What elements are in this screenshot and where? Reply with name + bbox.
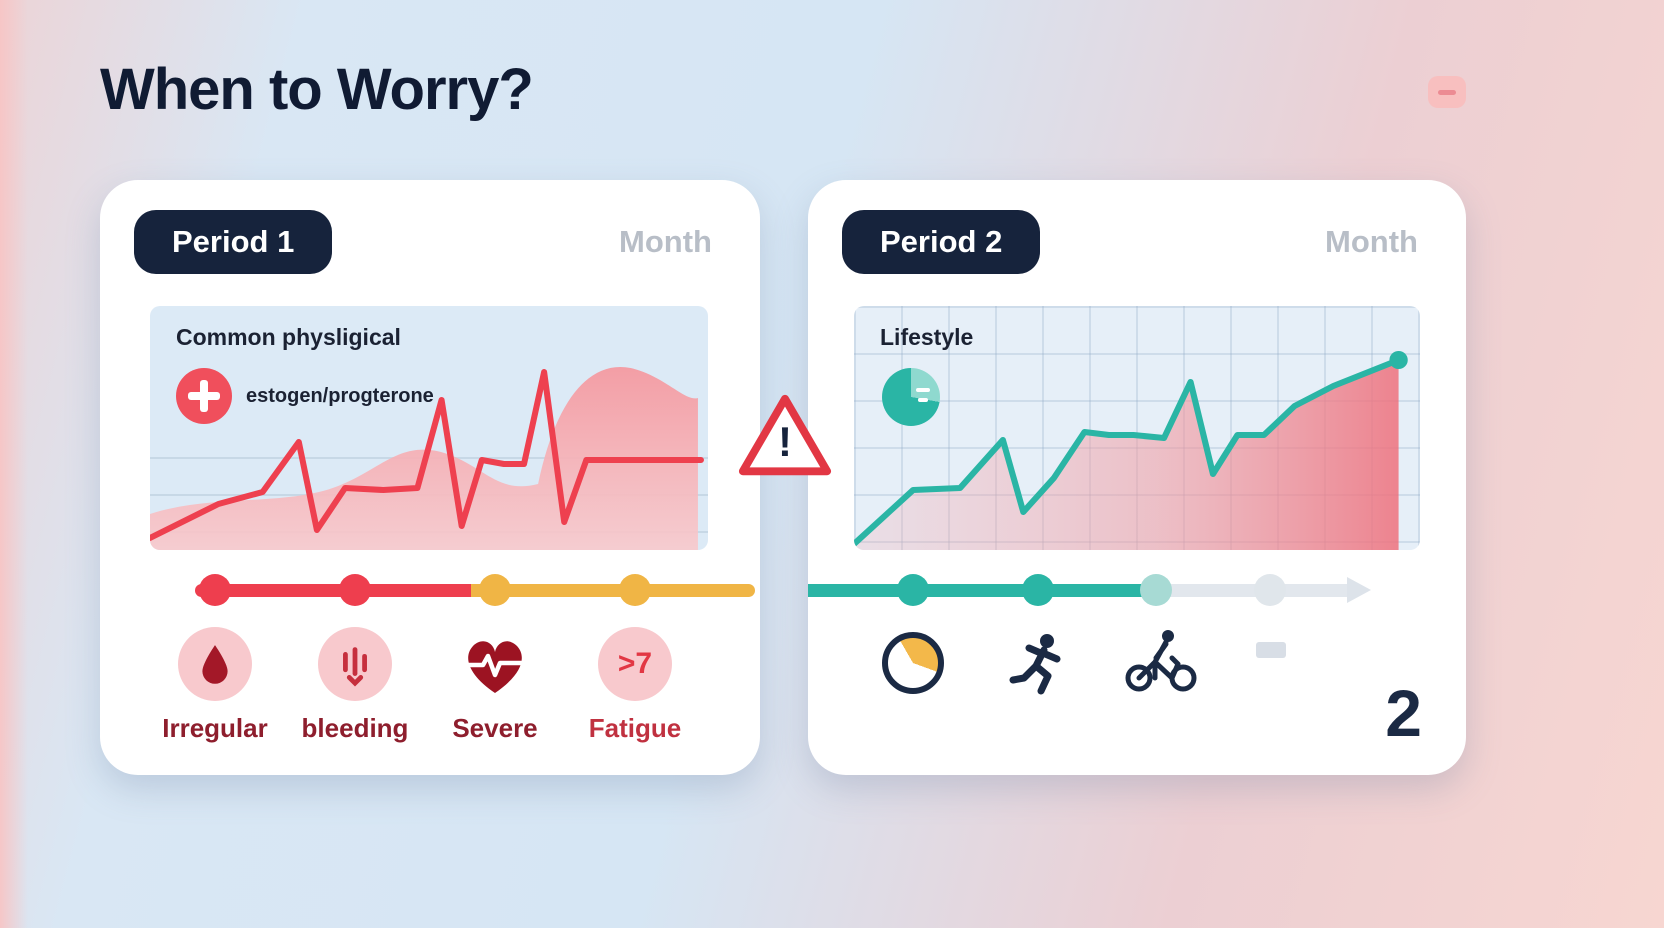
warning-triangle-shape — [738, 394, 832, 476]
hormone-chart-title: Common physligical — [176, 324, 401, 350]
pie-glyph — [882, 632, 944, 694]
symptom-severe: Severe — [420, 627, 570, 744]
timeline-dot — [619, 574, 651, 606]
symptom-label: bleeding — [301, 713, 409, 743]
timeline-gray-segment — [1153, 584, 1347, 597]
bleeding-marks-icon — [318, 627, 392, 701]
minimize-icon — [1438, 89, 1456, 95]
timeline-amber-segment — [471, 584, 755, 597]
line-end-dot — [1389, 351, 1408, 369]
timeline-dot — [339, 574, 371, 606]
symptom-bleeding: bleeding — [280, 627, 430, 744]
symptom-label: Irregular — [162, 713, 268, 743]
exclamation-mark: ! — [778, 418, 792, 465]
period-2-timeline — [808, 574, 1466, 606]
minimize-button[interactable] — [1428, 76, 1466, 108]
runner-glyph — [1009, 634, 1061, 695]
lifestyle-chart-box: Lifestyle — [854, 306, 1420, 550]
symptom-irregular: Irregular — [140, 627, 290, 744]
big-number: 2 — [1385, 676, 1422, 750]
timeline-dot — [479, 574, 511, 606]
period-2-badge: Period 2 — [842, 210, 1041, 274]
cyclist-glyph — [1125, 630, 1197, 692]
drop-glyph — [202, 645, 228, 684]
timeline-red-segment — [195, 584, 471, 597]
timeline-marker-rect — [1256, 642, 1286, 658]
pie-chart-icon — [882, 368, 940, 426]
timeline-dot — [1254, 574, 1286, 606]
period-1-month-label: Month — [619, 224, 712, 259]
cyclist-icon — [1122, 628, 1200, 699]
runner-icon — [1005, 632, 1071, 703]
lifestyle-line-chart — [854, 351, 1408, 550]
warning-triangle-icon: ! — [736, 390, 834, 482]
panel-period-2: Period 2 Month Lifestyle — [808, 180, 1466, 775]
hormone-line — [150, 369, 704, 541]
timeline-dot — [897, 574, 929, 606]
timeline-dot — [1140, 574, 1172, 606]
hormone-line-chart — [150, 366, 708, 550]
symptom-label: Severe — [452, 713, 538, 743]
lifestyle-chart-title: Lifestyle — [880, 324, 974, 350]
period-2-month-label: Month — [1325, 224, 1418, 259]
hormone-chart-subtitle: estogen/progterone — [246, 384, 434, 407]
lifestyle-line — [854, 357, 1402, 547]
page-title: When to Worry? — [100, 57, 534, 122]
blood-drop-icon — [178, 627, 252, 701]
symptom-label: Fatigue — [588, 713, 682, 743]
pie-dash — [916, 388, 930, 392]
fatigue-badge-icon: >7 — [598, 627, 672, 701]
fatigue-badge-text: >7 — [617, 647, 653, 680]
period-1-badge: Period 1 — [134, 210, 333, 274]
heart-glyph — [465, 641, 525, 693]
panel-period-1: Period 1 Month Common physligical estoge… — [100, 180, 760, 775]
timeline-dot — [1022, 574, 1054, 606]
lifestyle-area — [854, 360, 1399, 550]
timeline-teal-segment — [808, 584, 1153, 597]
symptom-fatigue: >7 Fatigue — [560, 627, 710, 744]
pie-dash — [918, 398, 928, 402]
hormone-chart-subtitle-row: estogen/progterone — [176, 368, 434, 424]
period-1-timeline — [195, 574, 755, 606]
arrow-right-icon — [1347, 577, 1371, 603]
activity-pie-icon — [882, 632, 944, 694]
heart-pulse-icon — [458, 627, 532, 701]
plus-icon — [176, 368, 232, 424]
bleeding-glyph — [343, 647, 367, 687]
timeline-dot — [199, 574, 231, 606]
hormone-chart-box: Common physligical estogen/progterone — [150, 306, 708, 550]
